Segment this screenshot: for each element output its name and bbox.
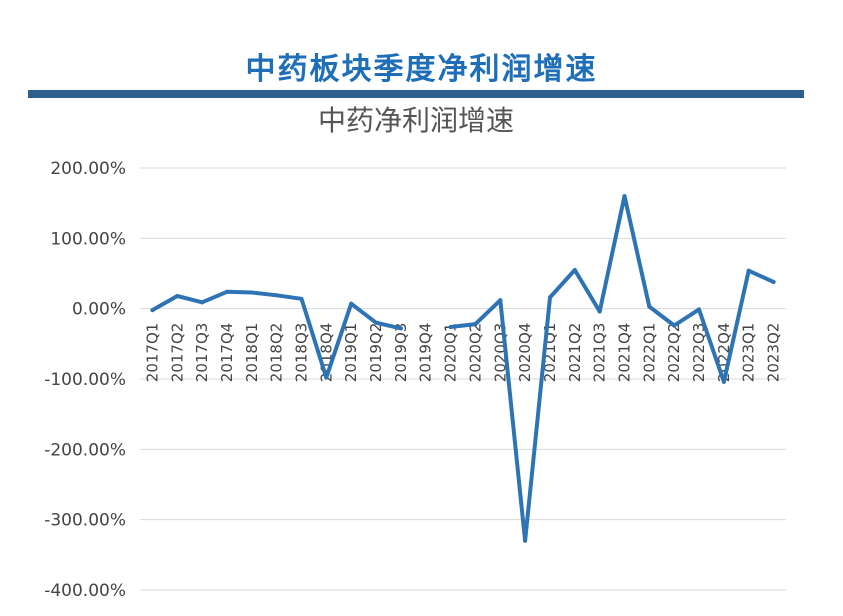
gridlines: [140, 167, 786, 591]
x-tick-label: 2019Q2: [367, 323, 385, 383]
x-tick-label: 2023Q2: [765, 323, 783, 383]
series-lines: [150, 194, 776, 543]
y-tick-label: -300.00%: [44, 511, 126, 531]
y-tick-label: -200.00%: [44, 440, 126, 460]
data-point: [473, 322, 478, 327]
y-tick-label: 0.00%: [72, 300, 126, 320]
x-tick-label: 2020Q4: [516, 323, 534, 383]
y-tick-label: 200.00%: [50, 159, 126, 179]
y-axis-ticks: 200.00% 100.00% 0.00% -100.00% -200.00% -300.…: [44, 159, 126, 601]
x-tick-label: 2023Q1: [740, 323, 758, 383]
data-point: [448, 324, 453, 329]
data-point: [771, 279, 776, 284]
x-tick-label: 2021Q2: [566, 323, 584, 383]
data-point: [597, 309, 602, 314]
data-point: [672, 323, 677, 328]
data-point: [324, 375, 329, 380]
x-tick-label: 2018Q3: [293, 323, 311, 383]
x-tick-label: 2018Q2: [268, 323, 286, 383]
data-point: [150, 308, 155, 313]
x-tick-label: 2020Q1: [442, 323, 460, 383]
x-tick-label: 2022Q2: [665, 323, 683, 383]
data-point: [299, 296, 304, 301]
data-point: [746, 268, 751, 273]
x-tick-label: 2020Q2: [466, 323, 484, 383]
x-tick-label: 2017Q2: [168, 323, 186, 383]
data-point: [349, 301, 354, 306]
data-point: [274, 293, 279, 298]
page-header-title: 中药板块季度净利润增速: [245, 52, 598, 87]
x-axis-ticks: 2017Q1 2017Q2 2017Q3 2017Q4 2018Q1 2018Q2 2018…: [143, 323, 782, 383]
data-point: [721, 379, 726, 384]
data-point: [523, 538, 528, 543]
x-tick-label: 2022Q1: [640, 323, 658, 383]
x-tick-label: 2018Q1: [243, 323, 261, 383]
data-point: [647, 304, 652, 309]
data-point: [622, 194, 627, 199]
header-divider-bar: [28, 90, 804, 98]
series-line: [448, 194, 776, 543]
chart-title: 中药净利润增速: [318, 104, 514, 137]
x-tick-label: 2022Q3: [690, 323, 708, 383]
x-tick-label: 2017Q3: [193, 323, 211, 383]
y-tick-label: -100.00%: [44, 370, 126, 390]
x-tick-label: 2017Q1: [143, 323, 161, 383]
data-point: [697, 307, 702, 312]
x-tick-label: 2019Q1: [342, 323, 360, 383]
data-point: [249, 290, 254, 295]
x-tick-label: 2019Q4: [417, 323, 435, 383]
data-point: [200, 300, 205, 305]
x-tick-label: 2021Q3: [591, 323, 609, 383]
data-point: [498, 298, 503, 303]
y-tick-label: 100.00%: [50, 229, 126, 249]
data-point: [224, 289, 229, 294]
y-tick-label: -400.00%: [44, 581, 126, 601]
data-point: [398, 326, 403, 331]
data-point: [547, 295, 552, 300]
x-tick-label: 2017Q4: [218, 323, 236, 383]
data-point: [572, 267, 577, 272]
data-point: [175, 294, 180, 299]
data-point: [374, 320, 379, 325]
x-tick-label: 2021Q4: [616, 323, 634, 383]
x-tick-label: 2019Q3: [392, 323, 410, 383]
